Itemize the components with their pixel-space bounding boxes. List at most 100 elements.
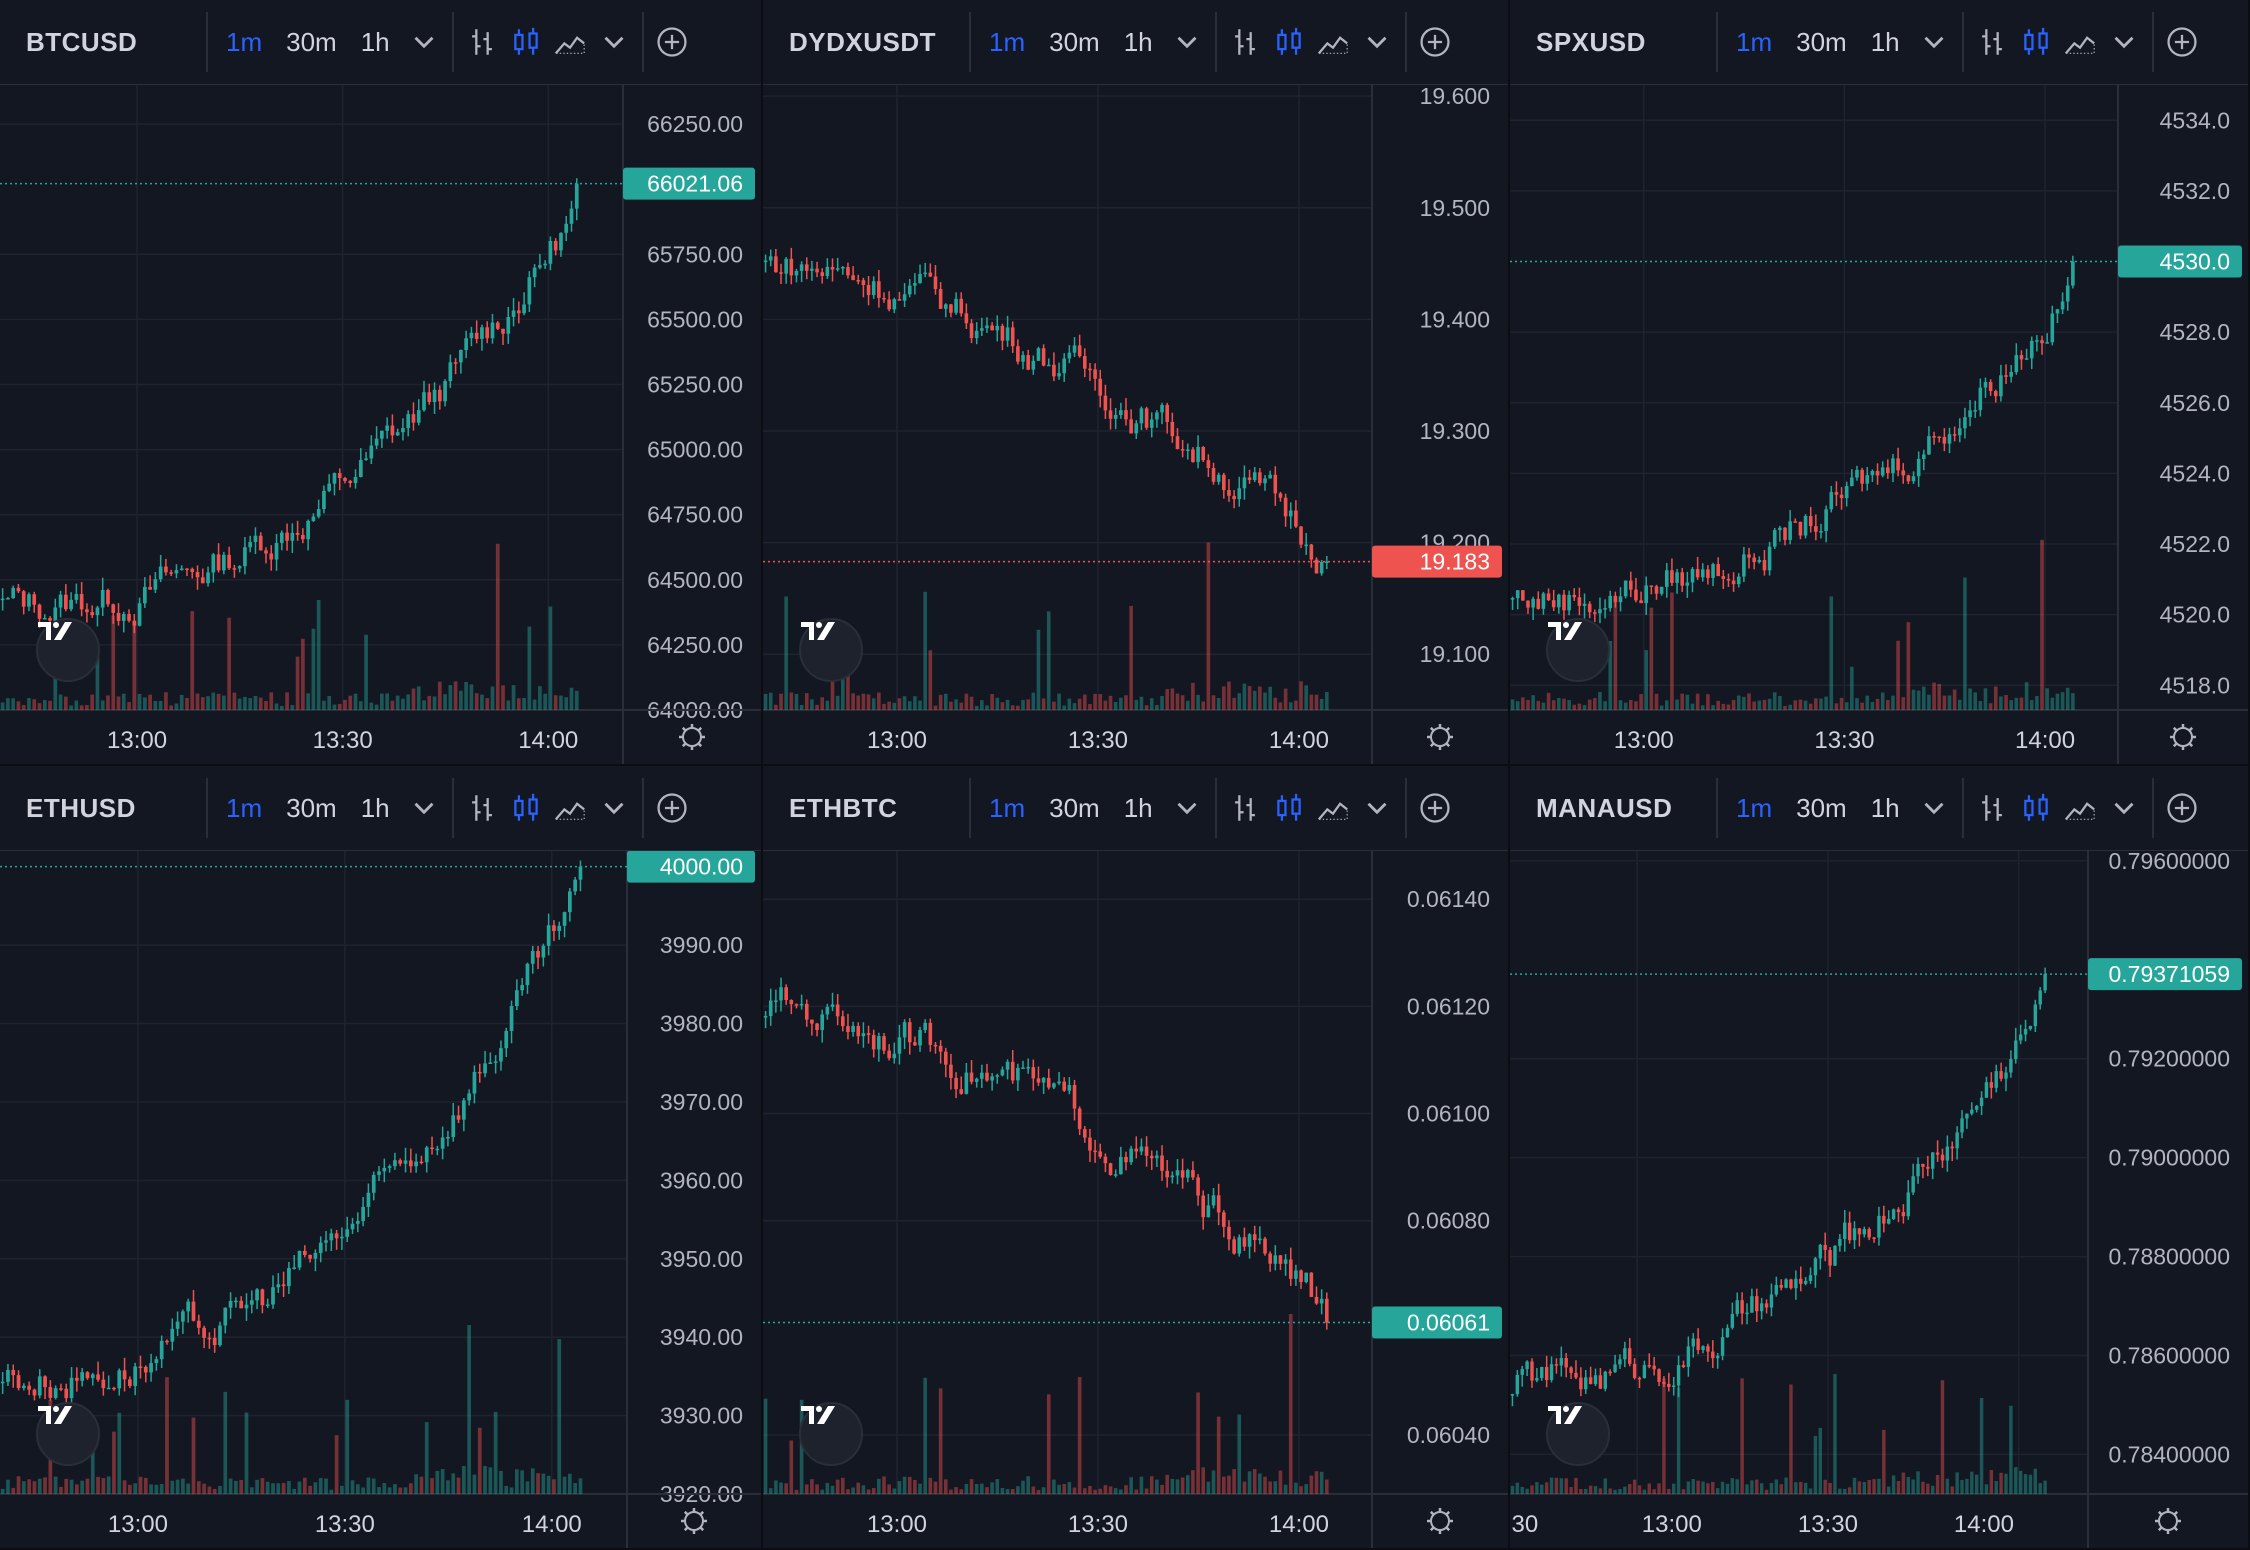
candle-body bbox=[861, 280, 866, 286]
symbol-label[interactable]: SPXUSD bbox=[1536, 26, 1646, 57]
candle-body bbox=[1587, 603, 1592, 613]
add-circle-icon[interactable] bbox=[2160, 786, 2204, 830]
timeframe-1m-button[interactable]: 1m bbox=[1736, 26, 1773, 57]
bar-chart-icon[interactable] bbox=[460, 786, 504, 830]
timeframe-1h-button[interactable]: 1h bbox=[1123, 792, 1153, 823]
symbol-label[interactable]: ETHUSD bbox=[26, 792, 136, 823]
candles-icon[interactable] bbox=[2014, 786, 2058, 830]
settings-gear-icon[interactable] bbox=[1427, 1508, 1453, 1534]
chart-area[interactable]: 19.600 19.500 19.400 19.300 19.200 19.100 19.1… bbox=[763, 85, 1508, 764]
add-circle-icon[interactable] bbox=[1413, 20, 1457, 64]
timeframe-1m-button[interactable]: 1m bbox=[989, 792, 1026, 823]
area-chart-icon[interactable] bbox=[2058, 20, 2102, 64]
price-chart-svg[interactable]: 0.796000000.792000000.790000000.78800000… bbox=[1510, 851, 2248, 1548]
timeframe-1h-button[interactable]: 1h bbox=[360, 792, 390, 823]
price-tick-label: 64500.00 bbox=[647, 567, 743, 593]
chart-type-chevron-down-icon[interactable] bbox=[2102, 786, 2146, 830]
volume-bar bbox=[195, 693, 200, 710]
timeframe-dropdown-chevron-down-icon[interactable] bbox=[402, 20, 446, 64]
timeframe-1m-button[interactable]: 1m bbox=[226, 26, 263, 57]
add-circle-icon[interactable] bbox=[1413, 786, 1457, 830]
candles-icon[interactable] bbox=[2014, 20, 2058, 64]
chart-area[interactable]: 4534.0 4532.0 4528.0 4526.0 4524.0 4522.0 4520… bbox=[1510, 85, 2248, 764]
bar-chart-icon[interactable] bbox=[1970, 786, 2014, 830]
volume-bar bbox=[170, 1480, 175, 1494]
chart-type-chevron-down-icon[interactable] bbox=[592, 20, 636, 64]
timeframe-30m-button[interactable]: 30m bbox=[1796, 26, 1847, 57]
timeframe-dropdown-chevron-down-icon[interactable] bbox=[402, 786, 446, 830]
tradingview-logo-icon[interactable] bbox=[1546, 618, 1610, 682]
timeframe-30m-button[interactable]: 30m bbox=[286, 26, 337, 57]
timeframe-1h-button[interactable]: 1h bbox=[360, 26, 390, 57]
chart-area[interactable]: 0.06140 0.06120 0.06100 0.06080 0.06040 0.060… bbox=[763, 851, 1508, 1548]
candle-body bbox=[437, 389, 442, 402]
symbol-label[interactable]: BTCUSD bbox=[26, 26, 138, 57]
chart-type-chevron-down-icon[interactable] bbox=[1355, 20, 1399, 64]
add-circle-icon[interactable] bbox=[650, 786, 694, 830]
price-chart-svg[interactable]: 0.061400.061200.061000.060800.060400.060… bbox=[763, 851, 1508, 1548]
timeframe-1m-button[interactable]: 1m bbox=[226, 792, 263, 823]
timeframe-dropdown-chevron-down-icon[interactable] bbox=[1165, 786, 1209, 830]
add-circle-icon[interactable] bbox=[2160, 20, 2204, 64]
candle-body bbox=[1211, 468, 1216, 482]
price-chart-svg[interactable]: 66250.0065750.0065500.0065250.0065000.00… bbox=[0, 85, 761, 764]
tradingview-logo-icon[interactable] bbox=[36, 618, 100, 682]
timeframe-30m-button[interactable]: 30m bbox=[1796, 792, 1847, 823]
area-chart-icon[interactable] bbox=[548, 786, 592, 830]
area-chart-icon[interactable] bbox=[1311, 786, 1355, 830]
settings-gear-icon[interactable] bbox=[2155, 1508, 2181, 1534]
tradingview-logo-icon[interactable] bbox=[1546, 1402, 1610, 1466]
candle-body bbox=[1926, 1166, 1930, 1169]
chart-area[interactable]: 66250.00 65750.00 65500.00 65250.00 65000.00… bbox=[0, 85, 761, 764]
tradingview-logo-icon[interactable] bbox=[799, 618, 863, 682]
bar-chart-icon[interactable] bbox=[1223, 20, 1267, 64]
candles-icon[interactable] bbox=[504, 786, 548, 830]
symbol-label[interactable]: MANAUSD bbox=[1536, 792, 1673, 823]
bar-chart-icon[interactable] bbox=[1223, 786, 1267, 830]
volume-bar bbox=[1752, 701, 1756, 710]
timeframe-1m-button[interactable]: 1m bbox=[1736, 792, 1773, 823]
candles-icon[interactable] bbox=[1267, 20, 1311, 64]
settings-gear-icon[interactable] bbox=[679, 724, 705, 750]
timeframe-30m-button[interactable]: 30m bbox=[286, 792, 337, 823]
candle-body bbox=[244, 1304, 249, 1309]
tradingview-logo-icon[interactable] bbox=[36, 1402, 100, 1466]
candle-body bbox=[1720, 1337, 1725, 1356]
symbol-label[interactable]: ETHBTC bbox=[789, 792, 898, 823]
candle-body bbox=[1067, 1085, 1072, 1091]
timeframe-30m-button[interactable]: 30m bbox=[1049, 792, 1100, 823]
chart-type-chevron-down-icon[interactable] bbox=[2102, 20, 2146, 64]
price-chart-svg[interactable]: 19.60019.50019.40019.30019.20019.10019.1… bbox=[763, 85, 1508, 764]
chart-area[interactable]: 3990.00 3980.00 3970.00 3960.00 3950.00 3940.… bbox=[0, 851, 761, 1548]
area-chart-icon[interactable] bbox=[2058, 786, 2102, 830]
candle-body bbox=[474, 332, 479, 339]
price-chart-svg[interactable]: 4534.04532.04528.04526.04524.04522.04520… bbox=[1510, 85, 2248, 764]
price-chart-svg[interactable]: 3990.003980.003970.003960.003950.003940.… bbox=[0, 851, 761, 1548]
settings-gear-icon[interactable] bbox=[1427, 724, 1453, 750]
timeframe-1h-button[interactable]: 1h bbox=[1870, 26, 1900, 57]
settings-gear-icon[interactable] bbox=[2170, 724, 2196, 750]
volume-bar bbox=[1113, 701, 1118, 710]
timeframe-dropdown-chevron-down-icon[interactable] bbox=[1165, 20, 1209, 64]
timeframe-1h-button[interactable]: 1h bbox=[1123, 26, 1153, 57]
tradingview-logo-icon[interactable] bbox=[799, 1402, 863, 1466]
chart-type-chevron-down-icon[interactable] bbox=[1355, 786, 1399, 830]
chart-type-chevron-down-icon[interactable] bbox=[592, 786, 636, 830]
candles-icon[interactable] bbox=[1267, 786, 1311, 830]
volume-bar bbox=[2018, 1470, 2023, 1494]
symbol-label[interactable]: DYDXUSDT bbox=[789, 26, 937, 57]
area-chart-icon[interactable] bbox=[1311, 20, 1355, 64]
timeframe-30m-button[interactable]: 30m bbox=[1049, 26, 1100, 57]
add-circle-icon[interactable] bbox=[650, 20, 694, 64]
timeframe-1m-button[interactable]: 1m bbox=[989, 26, 1026, 57]
settings-gear-icon[interactable] bbox=[681, 1508, 707, 1534]
area-chart-icon[interactable] bbox=[548, 20, 592, 64]
bar-chart-icon[interactable] bbox=[460, 20, 504, 64]
timeframe-dropdown-chevron-down-icon[interactable] bbox=[1912, 20, 1956, 64]
bar-chart-icon[interactable] bbox=[1970, 20, 2014, 64]
timeframe-1h-button[interactable]: 1h bbox=[1870, 792, 1900, 823]
candle-body bbox=[1701, 1346, 1705, 1351]
chart-area[interactable]: 0.79600000 0.79200000 0.79000000 0.78800000… bbox=[1510, 851, 2248, 1548]
candles-icon[interactable] bbox=[504, 20, 548, 64]
timeframe-dropdown-chevron-down-icon[interactable] bbox=[1912, 786, 1956, 830]
